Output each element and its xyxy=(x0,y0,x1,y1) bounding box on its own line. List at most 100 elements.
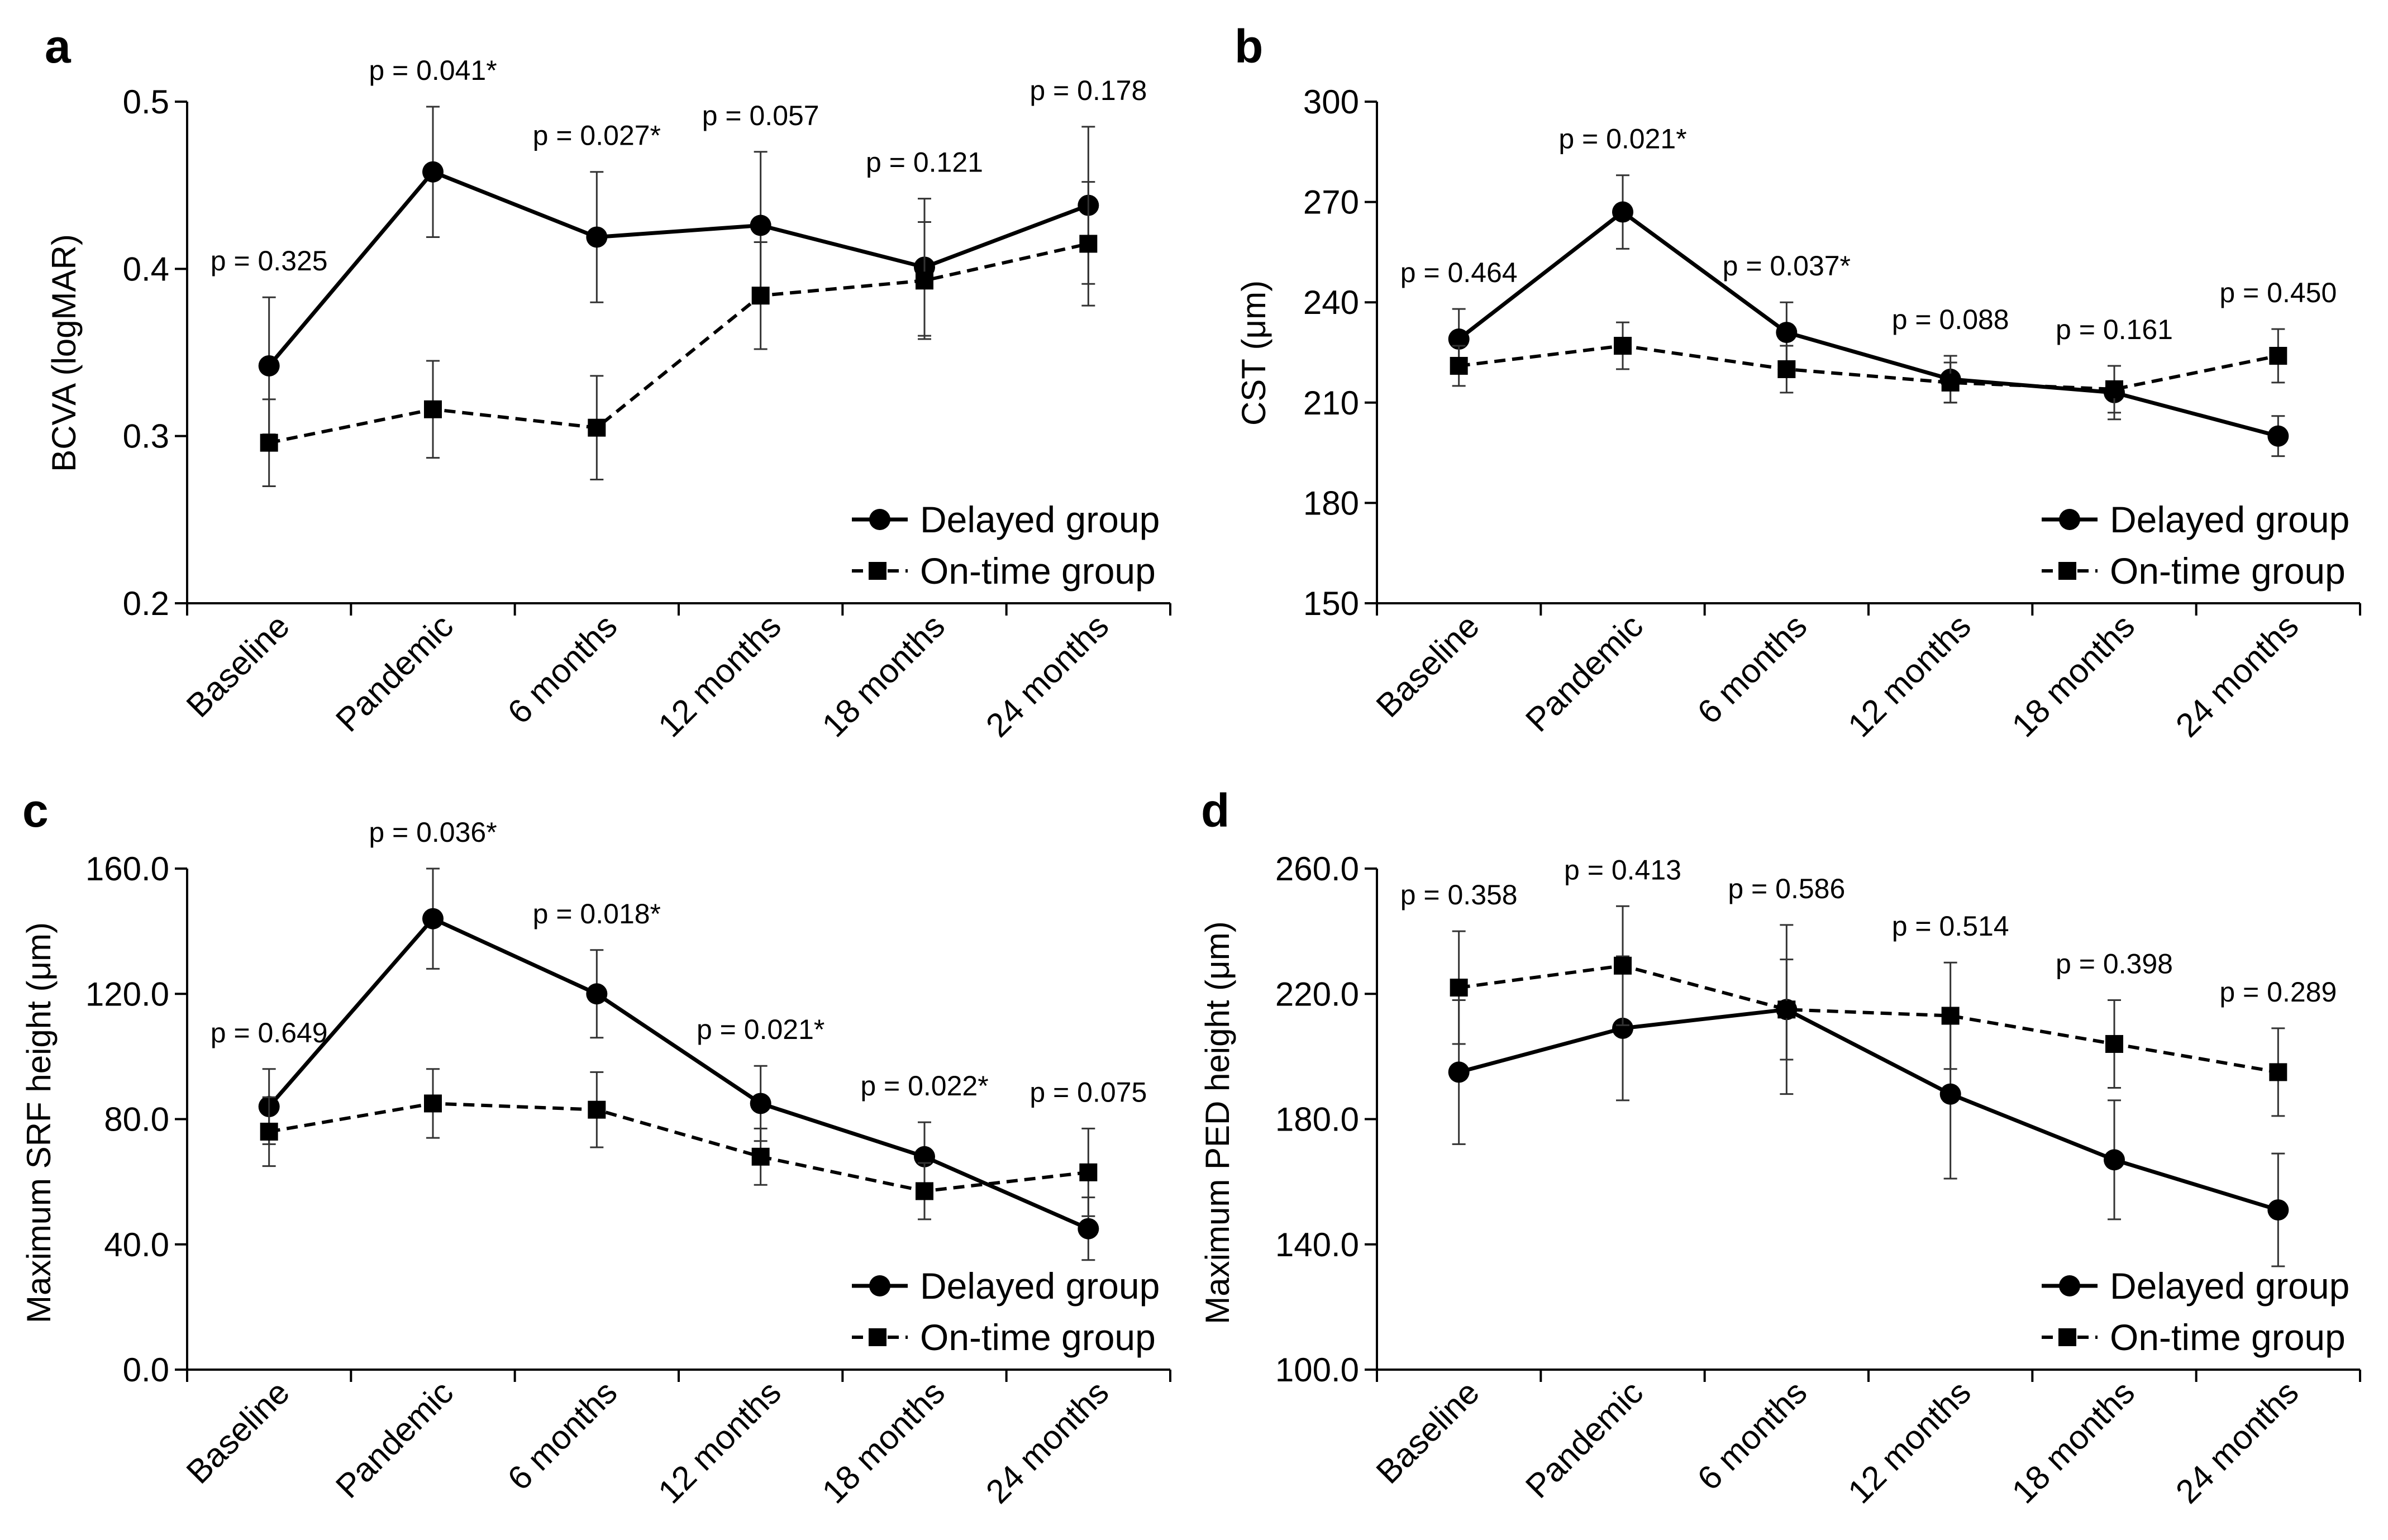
data-point-on-time xyxy=(588,1100,606,1119)
p-value-label: p = 0.358 xyxy=(1400,879,1518,910)
y-axis-title-c: Maximum SRF height (μm) xyxy=(20,922,58,1323)
y-tick-label: 140.0 xyxy=(1275,1226,1359,1264)
p-value-label: p = 0.021* xyxy=(1558,123,1686,155)
p-value-label: p = 0.022* xyxy=(860,1070,988,1102)
y-tick-label: 210 xyxy=(1303,384,1359,422)
y-tick-label: 300 xyxy=(1303,83,1359,121)
data-point-on-time xyxy=(2269,346,2287,365)
data-point-on-time xyxy=(424,400,442,418)
data-point-delayed xyxy=(1776,322,1798,344)
p-value-label: p = 0.178 xyxy=(1029,75,1147,106)
data-point-delayed xyxy=(586,226,608,248)
p-value-label: p = 0.325 xyxy=(211,245,328,276)
y-tick-label: 260.0 xyxy=(1275,850,1359,888)
p-value-label: p = 0.075 xyxy=(1029,1076,1147,1108)
legend-marker-delayed xyxy=(2059,1275,2080,1296)
series-line-on-time xyxy=(1458,344,2279,391)
p-value-label: p = 0.041* xyxy=(369,55,497,86)
y-tick-label: 220.0 xyxy=(1275,975,1359,1013)
p-value-label: p = 0.464 xyxy=(1400,257,1518,288)
y-tick-label: 160.0 xyxy=(85,850,169,888)
data-point-on-time xyxy=(1941,373,1960,392)
data-point-delayed xyxy=(2267,425,2289,447)
data-point-on-time xyxy=(916,1182,933,1200)
panel-label-a: a xyxy=(45,20,72,73)
data-point-on-time xyxy=(588,418,606,437)
legend-label-on-time: On-time group xyxy=(920,1317,1156,1358)
legend-label-on-time: On-time group xyxy=(2110,1317,2346,1358)
y-tick-label: 80.0 xyxy=(104,1101,169,1138)
y-tick-label: 40.0 xyxy=(104,1226,169,1264)
series-line-delayed xyxy=(267,169,1089,368)
data-point-on-time xyxy=(260,1122,278,1141)
series-line-on-time xyxy=(269,1102,1089,1193)
data-point-on-time xyxy=(2105,380,2123,398)
legend-marker-delayed xyxy=(2059,509,2080,530)
legend-label-delayed: Delayed group xyxy=(920,499,1160,540)
data-point-on-time xyxy=(1941,1007,1960,1025)
data-point-on-time xyxy=(751,287,770,305)
p-value-label: p = 0.018* xyxy=(533,898,661,929)
legend-marker-on-time xyxy=(2058,562,2076,580)
data-point-delayed xyxy=(2267,1199,2289,1221)
legend-label-delayed: Delayed group xyxy=(2110,499,2349,540)
p-value-label: p = 0.037* xyxy=(1723,250,1851,282)
y-axis-title-a: BCVA (logMAR) xyxy=(45,234,83,472)
data-point-delayed xyxy=(1612,1017,1633,1039)
data-point-delayed xyxy=(914,1146,935,1167)
p-value-label: p = 0.398 xyxy=(2056,948,2173,979)
data-point-on-time xyxy=(1450,979,1468,997)
y-tick-label: 180.0 xyxy=(1275,1101,1359,1138)
data-point-on-time xyxy=(916,271,933,290)
data-point-delayed xyxy=(1078,1218,1099,1239)
data-point-delayed xyxy=(586,983,608,1005)
y-tick-label: 0.2 xyxy=(123,585,169,622)
data-point-delayed xyxy=(750,214,771,236)
y-axis-title-d: Maximum PED height (μm) xyxy=(1199,921,1236,1324)
p-value-label: p = 0.649 xyxy=(211,1017,328,1048)
y-tick-label: 0.0 xyxy=(123,1351,169,1389)
legend-label-on-time: On-time group xyxy=(2110,550,2346,592)
p-value-label: p = 0.121 xyxy=(866,147,983,178)
data-point-on-time xyxy=(1450,356,1468,375)
p-value-label: p = 0.021* xyxy=(697,1014,824,1045)
data-point-delayed xyxy=(1448,1061,1470,1083)
y-tick-label: 150 xyxy=(1303,585,1359,622)
data-point-delayed xyxy=(750,1093,771,1114)
data-point-on-time xyxy=(1614,337,1632,355)
y-tick-label: 100.0 xyxy=(1275,1351,1359,1389)
data-point-on-time xyxy=(1777,1000,1796,1019)
data-point-delayed xyxy=(1612,201,1633,223)
series-line-on-time xyxy=(1458,964,2279,1074)
y-tick-label: 0.4 xyxy=(123,250,169,288)
y-axis-title-b: CST (μm) xyxy=(1235,280,1272,426)
y-tick-label: 270 xyxy=(1303,184,1359,221)
legend-label-delayed: Delayed group xyxy=(2110,1265,2349,1307)
series-line-on-time xyxy=(269,242,1089,445)
p-value-label: p = 0.036* xyxy=(369,817,497,848)
panel-label-c: c xyxy=(22,784,49,837)
data-point-delayed xyxy=(422,161,444,183)
series-line-delayed xyxy=(1458,1007,2279,1212)
data-point-delayed xyxy=(258,355,280,376)
p-value-label: p = 0.027* xyxy=(533,120,661,151)
p-value-label: p = 0.161 xyxy=(2056,314,2173,345)
data-point-on-time xyxy=(1079,1163,1098,1181)
y-tick-label: 120.0 xyxy=(85,975,169,1013)
legend-label-delayed: Delayed group xyxy=(920,1265,1160,1307)
y-tick-label: 0.3 xyxy=(123,418,169,455)
p-value-label: p = 0.088 xyxy=(1892,304,2009,335)
legend-label-on-time: On-time group xyxy=(920,550,1156,592)
p-value-label: p = 0.289 xyxy=(2219,976,2337,1008)
p-value-label: p = 0.057 xyxy=(702,100,819,131)
data-point-on-time xyxy=(751,1147,770,1166)
legend-marker-on-time xyxy=(869,562,886,580)
p-value-label: p = 0.413 xyxy=(1564,854,1681,885)
data-point-delayed xyxy=(1939,1083,1961,1105)
panel-label-d: d xyxy=(1201,784,1229,837)
data-point-on-time xyxy=(260,433,278,452)
y-tick-label: 240 xyxy=(1303,284,1359,321)
data-point-delayed xyxy=(422,908,444,929)
legend-marker-on-time xyxy=(2058,1328,2076,1346)
